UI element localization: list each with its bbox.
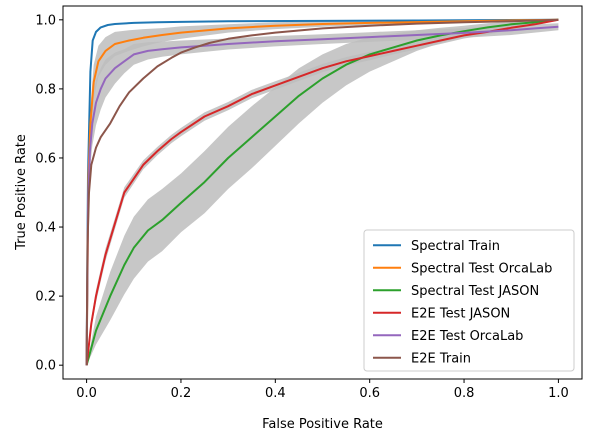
legend-label: E2E Test JASON <box>411 306 510 321</box>
x-tick-label: 0.8 <box>454 386 475 401</box>
legend: Spectral Train Spectral Test OrcaLab Spect… <box>363 229 575 372</box>
legend-label: Spectral Test JASON <box>411 284 539 299</box>
series-line-2 <box>85 18 559 366</box>
y-tick-label: 1.0 <box>35 13 56 28</box>
legend-label: E2E Test OrcaLab <box>411 329 523 344</box>
legend-label: Spectral Train <box>411 239 500 254</box>
x-ticks: 0.0 0.2 0.4 0.6 0.8 1.0 <box>76 379 569 401</box>
x-tick-label: 1.0 <box>548 386 569 401</box>
x-tick-label: 0.2 <box>171 386 192 401</box>
x-tick-label: 0.4 <box>265 386 286 401</box>
legend-label: E2E Train <box>411 351 471 366</box>
y-tick-label: 0.2 <box>35 290 56 305</box>
series-line-4 <box>85 25 559 366</box>
y-tick-label: 0.0 <box>35 359 56 374</box>
y-tick-label: 0.8 <box>35 82 56 97</box>
series-layer <box>85 18 559 366</box>
y-tick-label: 0.6 <box>35 151 56 166</box>
band-4 <box>86 23 559 366</box>
band-2 <box>86 19 559 366</box>
plot-frame <box>62 5 583 380</box>
series-line-5 <box>85 18 559 366</box>
series-line-3 <box>85 18 559 366</box>
x-axis-label: False Positive Rate <box>262 417 383 432</box>
series-line-0 <box>85 18 559 366</box>
x-tick-label: 0.6 <box>359 386 380 401</box>
x-tick-label: 0.0 <box>76 386 97 401</box>
y-ticks: 0.0 0.2 0.4 0.6 0.8 1.0 <box>35 13 63 374</box>
legend-label: Spectral Test OrcaLab <box>411 261 552 276</box>
bands-layer <box>86 19 559 366</box>
series-line-1 <box>85 18 559 366</box>
legend-box <box>363 229 575 372</box>
y-tick-label: 0.4 <box>35 221 56 236</box>
y-axis-label: True Positive Rate <box>14 134 29 251</box>
